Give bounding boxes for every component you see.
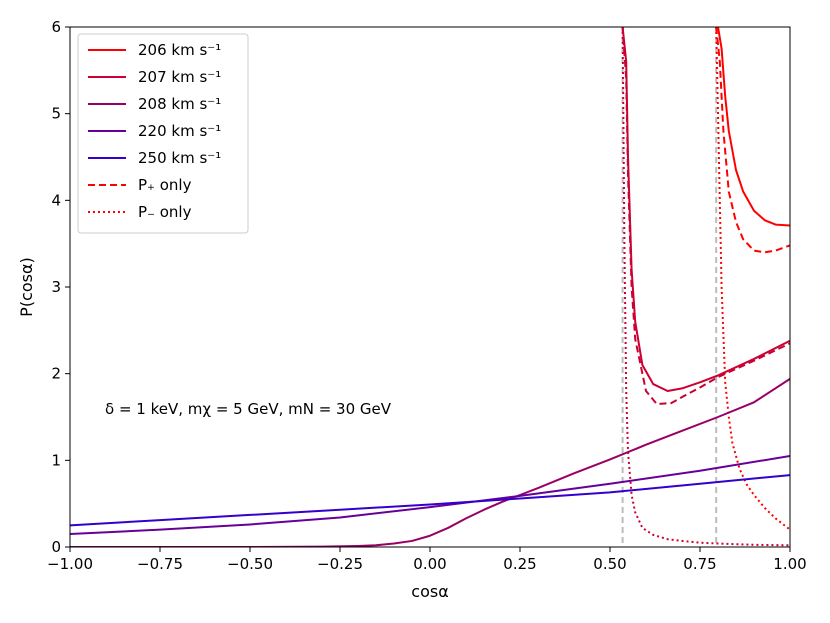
legend-label: 220 km s⁻¹ [138, 122, 221, 140]
series-line [716, 27, 790, 227]
x-tick-label: 1.00 [773, 555, 806, 573]
legend-label: P₋ only [138, 203, 192, 221]
y-tick-label: 1 [51, 451, 61, 469]
series-line [621, 27, 790, 547]
y-tick-label: 4 [51, 191, 61, 209]
x-tick-label: −0.75 [137, 555, 183, 573]
series-layer [70, 27, 790, 547]
x-tick-label: −0.50 [227, 555, 273, 573]
y-tick-label: 5 [51, 105, 61, 123]
reference-lines [621, 27, 718, 547]
series-line [715, 27, 790, 531]
y-tick-label: 0 [51, 538, 61, 556]
series-line [70, 455, 790, 535]
x-tick-label: 0.25 [503, 555, 536, 573]
series-line [621, 27, 790, 392]
series-line [70, 378, 790, 547]
x-tick-label: −1.00 [47, 555, 93, 573]
legend-label: 206 km s⁻¹ [138, 41, 221, 59]
x-tick-label: 0.50 [593, 555, 626, 573]
legend-box [77, 33, 249, 234]
legend-label: 208 km s⁻¹ [138, 95, 221, 113]
y-tick-label: 6 [51, 18, 61, 36]
x-axis: −1.00 −0.75 −0.50 −0.25 0.00 0.25 0.50 0.75 1.00 [47, 547, 807, 573]
x-axis-label: cosα [411, 582, 448, 601]
x-tick-label: −0.25 [317, 555, 363, 573]
y-axis-label: P(cosα) [17, 257, 36, 317]
legend: 206 km s⁻¹ 207 km s⁻¹ 208 km s⁻¹ 220 km s⁻¹… [77, 33, 249, 234]
legend-label: P₊ only [138, 176, 192, 194]
x-tick-label: 0.75 [683, 555, 716, 573]
annotation: δ = 1 keV, mχ = 5 GeV, mN = 30 GeV [105, 400, 392, 418]
series-line [715, 27, 790, 254]
series-line [621, 27, 790, 405]
legend-label: 207 km s⁻¹ [138, 68, 221, 86]
y-axis: 0 1 2 3 4 5 6 [51, 18, 70, 556]
series-line [70, 474, 790, 527]
y-tick-label: 2 [51, 365, 61, 383]
x-tick-label: 0.00 [413, 555, 446, 573]
legend-label: 250 km s⁻¹ [138, 149, 221, 167]
y-tick-label: 3 [51, 278, 61, 296]
